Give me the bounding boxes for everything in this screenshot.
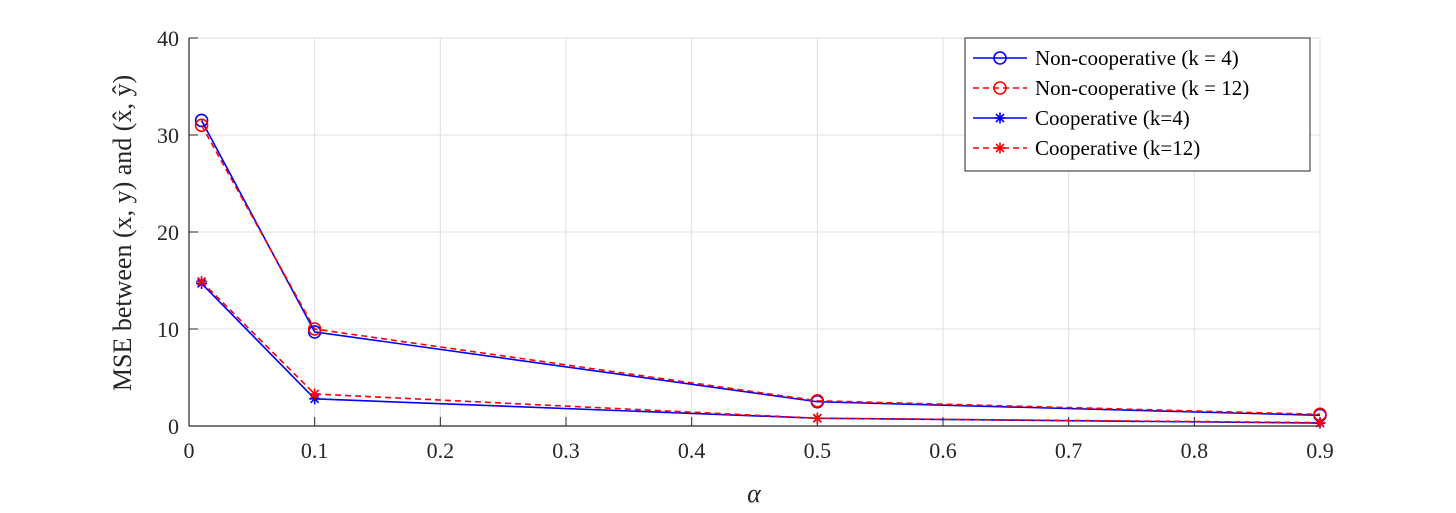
series-line-3: [200, 282, 1321, 424]
series-4-point: [196, 275, 208, 287]
y-tick-label: 20: [157, 220, 179, 245]
x-tick-label: 0.8: [1181, 438, 1209, 463]
x-tick-label: 0.4: [678, 438, 706, 463]
y-tick-label: 10: [157, 317, 179, 342]
series-4-point: [309, 388, 321, 400]
x-tick-label: 0.1: [301, 438, 329, 463]
legend-marker-3: [994, 112, 1006, 124]
y-tick-label: 30: [157, 123, 179, 148]
asterisk-stroke: [812, 413, 822, 423]
x-tick-label: 0.7: [1055, 438, 1083, 463]
y-tick-label: 0: [168, 414, 179, 439]
x-tick-label: 0.9: [1306, 438, 1334, 463]
series-line-2: [200, 124, 1321, 416]
asterisk-stroke: [1315, 418, 1325, 428]
asterisk-stroke: [310, 389, 320, 399]
asterisk-stroke: [995, 113, 1005, 123]
legend-label-2: Non-cooperative (k = 12): [1035, 76, 1249, 100]
legend: Non-cooperative (k = 4) Non-cooperative (…: [964, 37, 1311, 172]
legend-label-1: Non-cooperative (k = 4): [1035, 46, 1239, 70]
y-axis-label: MSE between (x, y) and (x̂, ŷ): [108, 75, 137, 391]
series-group: [194, 113, 1327, 429]
legend-marker-1: [993, 51, 1007, 65]
legend-label-4: Cooperative (k=12): [1035, 136, 1200, 160]
x-tick-labels: 0 0.1 0.2 0.3 0.4 0.5 0.6 0.7 0.8 0.9: [184, 438, 1334, 463]
y-tick-labels: 0 10 20 30 40: [157, 26, 179, 439]
legend-marker-4: [994, 142, 1006, 154]
series-2-point: [194, 118, 209, 133]
x-tick-label: 0.6: [929, 438, 957, 463]
series-line-4: [201, 280, 1321, 424]
legend-box: [964, 37, 1311, 172]
x-tick-label: 0.5: [804, 438, 832, 463]
x-tick-label: 0.3: [552, 438, 580, 463]
series-4-point: [811, 412, 823, 424]
series-2-point: [810, 393, 825, 408]
x-tick-label: 0.2: [427, 438, 455, 463]
x-axis-label: α: [747, 479, 762, 508]
asterisk-stroke: [197, 276, 207, 287]
series-2-point: [307, 322, 322, 336]
legend-label-3: Cooperative (k=4): [1035, 106, 1190, 130]
y-tick-label: 40: [157, 26, 179, 51]
x-tick-label: 0: [184, 438, 195, 463]
asterisk-stroke: [995, 143, 1005, 153]
series-4-point: [1314, 417, 1326, 429]
legend-marker-2: [993, 81, 1007, 95]
